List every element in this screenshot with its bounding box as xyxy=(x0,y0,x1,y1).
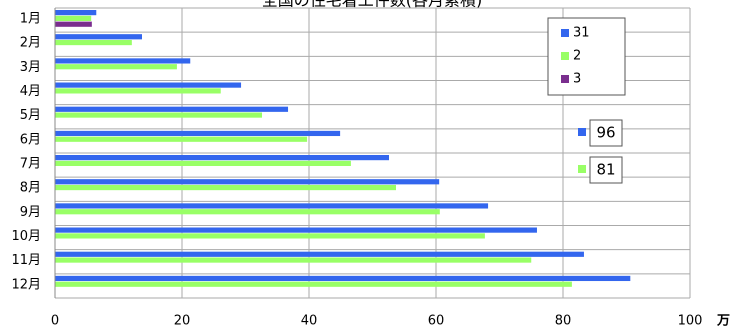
legend-label: 2 xyxy=(573,49,581,64)
bar xyxy=(55,179,440,185)
x-tick-label: 0 xyxy=(51,314,59,329)
x-unit: 万 xyxy=(716,314,730,329)
bar xyxy=(55,112,263,118)
annotation: 81 xyxy=(596,161,615,179)
y-tick-label: 3月 xyxy=(20,60,41,75)
bar xyxy=(55,130,341,137)
annotation-swatch xyxy=(578,165,586,173)
bar xyxy=(55,257,532,263)
bar xyxy=(55,233,485,239)
bar xyxy=(55,34,142,40)
annotation-box xyxy=(589,119,623,147)
y-tick-label: 7月 xyxy=(20,157,41,172)
y-tick-label: 5月 xyxy=(20,108,41,123)
annotation: 96 xyxy=(596,124,615,142)
x-tick-label: 20 xyxy=(174,314,191,329)
annotation-box xyxy=(589,156,623,184)
legend-swatch xyxy=(561,52,569,60)
y-tick-label: 4月 xyxy=(20,84,41,99)
y-tick-label: 8月 xyxy=(20,181,41,196)
bar xyxy=(55,281,572,287)
y-tick-label: 10月 xyxy=(11,229,41,244)
bar xyxy=(55,184,396,191)
legend-label: 3 xyxy=(573,72,581,87)
x-tick-label: 100 xyxy=(678,314,703,329)
y-tick-label: 9月 xyxy=(20,205,41,220)
y-tick-label: 11月 xyxy=(11,253,41,268)
bar xyxy=(55,21,92,27)
bar xyxy=(55,275,631,282)
legend-box xyxy=(547,17,626,96)
bar xyxy=(55,106,289,112)
legend-swatch xyxy=(561,29,569,37)
legend-swatch xyxy=(561,75,569,83)
bar xyxy=(55,58,191,64)
bar xyxy=(55,88,221,94)
y-tick-label: 2月 xyxy=(20,36,41,51)
y-tick-label: 1月 xyxy=(20,12,41,27)
bar xyxy=(55,10,97,16)
bar xyxy=(55,39,132,46)
chart-title: 全国の住宅着工件数(各月累積) xyxy=(262,0,483,10)
bar xyxy=(55,209,440,215)
bar xyxy=(55,203,489,209)
x-tick-label: 80 xyxy=(555,314,572,329)
y-tick-label: 6月 xyxy=(20,132,41,147)
x-tick-label: 60 xyxy=(428,314,445,329)
bar xyxy=(55,227,537,233)
annotation-swatch xyxy=(578,128,586,136)
bar xyxy=(55,64,177,70)
bar xyxy=(55,82,242,88)
bar xyxy=(55,160,351,166)
bar xyxy=(55,15,92,21)
y-tick-label: 12月 xyxy=(11,277,41,292)
bar xyxy=(55,136,308,142)
bar xyxy=(55,155,390,161)
x-tick-label: 40 xyxy=(301,314,318,329)
bar xyxy=(55,251,584,257)
legend-label: 31 xyxy=(573,26,590,41)
